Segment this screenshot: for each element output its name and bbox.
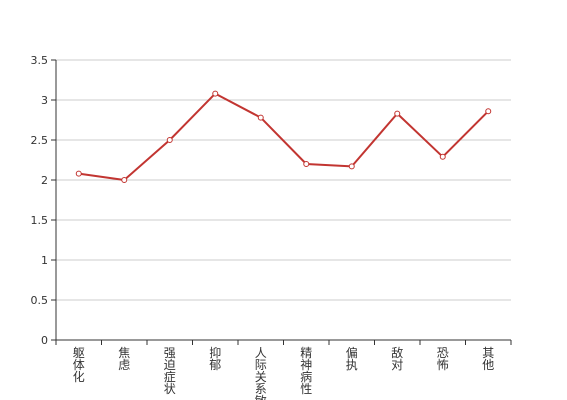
x-tick-label: 抑郁 [209,345,221,372]
data-point[interactable] [348,163,355,170]
x-tick-label: 偏执 [346,345,358,372]
series-line [78,92,489,181]
y-tick-label: 1.5 [31,214,49,227]
x-tick-label: 焦虑 [118,346,130,372]
data-point[interactable] [303,161,310,167]
x-tick-label: 人际关系敏感 [255,346,267,400]
y-tick-label: 2 [41,174,48,187]
axes [51,59,512,345]
data-point[interactable] [485,108,492,115]
data-point[interactable] [212,90,219,97]
x-tick-label: 躯体化 [73,345,85,384]
series-layer [75,90,492,183]
x-axis-tick-labels: 躯体化 焦虑 强迫症状 抑郁 人际关系敏感 精神病性 偏执 敌对 恐怖 其他 [73,345,495,400]
y-tick-label: 1 [41,254,48,267]
x-tick-label: 精神病性 [300,346,312,396]
data-point[interactable] [394,110,401,117]
x-tick-label: 其他 [482,346,494,372]
data-point[interactable] [121,177,128,183]
y-axis-tick-labels: 0 0.5 1 1.5 2 2.5 3 3.5 [31,54,49,347]
y-tick-label: 3 [41,94,48,107]
x-tick-label: 恐怖 [437,346,449,372]
x-tick-label: 强迫症状 [164,346,176,396]
y-tick-label: 2.5 [31,134,49,147]
data-point[interactable] [75,170,82,177]
data-point[interactable] [257,114,264,121]
data-point[interactable] [166,137,173,143]
x-tick-label: 敌对 [391,345,403,372]
y-tick-label: 0.5 [31,294,49,307]
y-tick-label: 0 [41,334,48,347]
data-point[interactable] [439,153,446,160]
y-tick-label: 3.5 [31,54,49,67]
